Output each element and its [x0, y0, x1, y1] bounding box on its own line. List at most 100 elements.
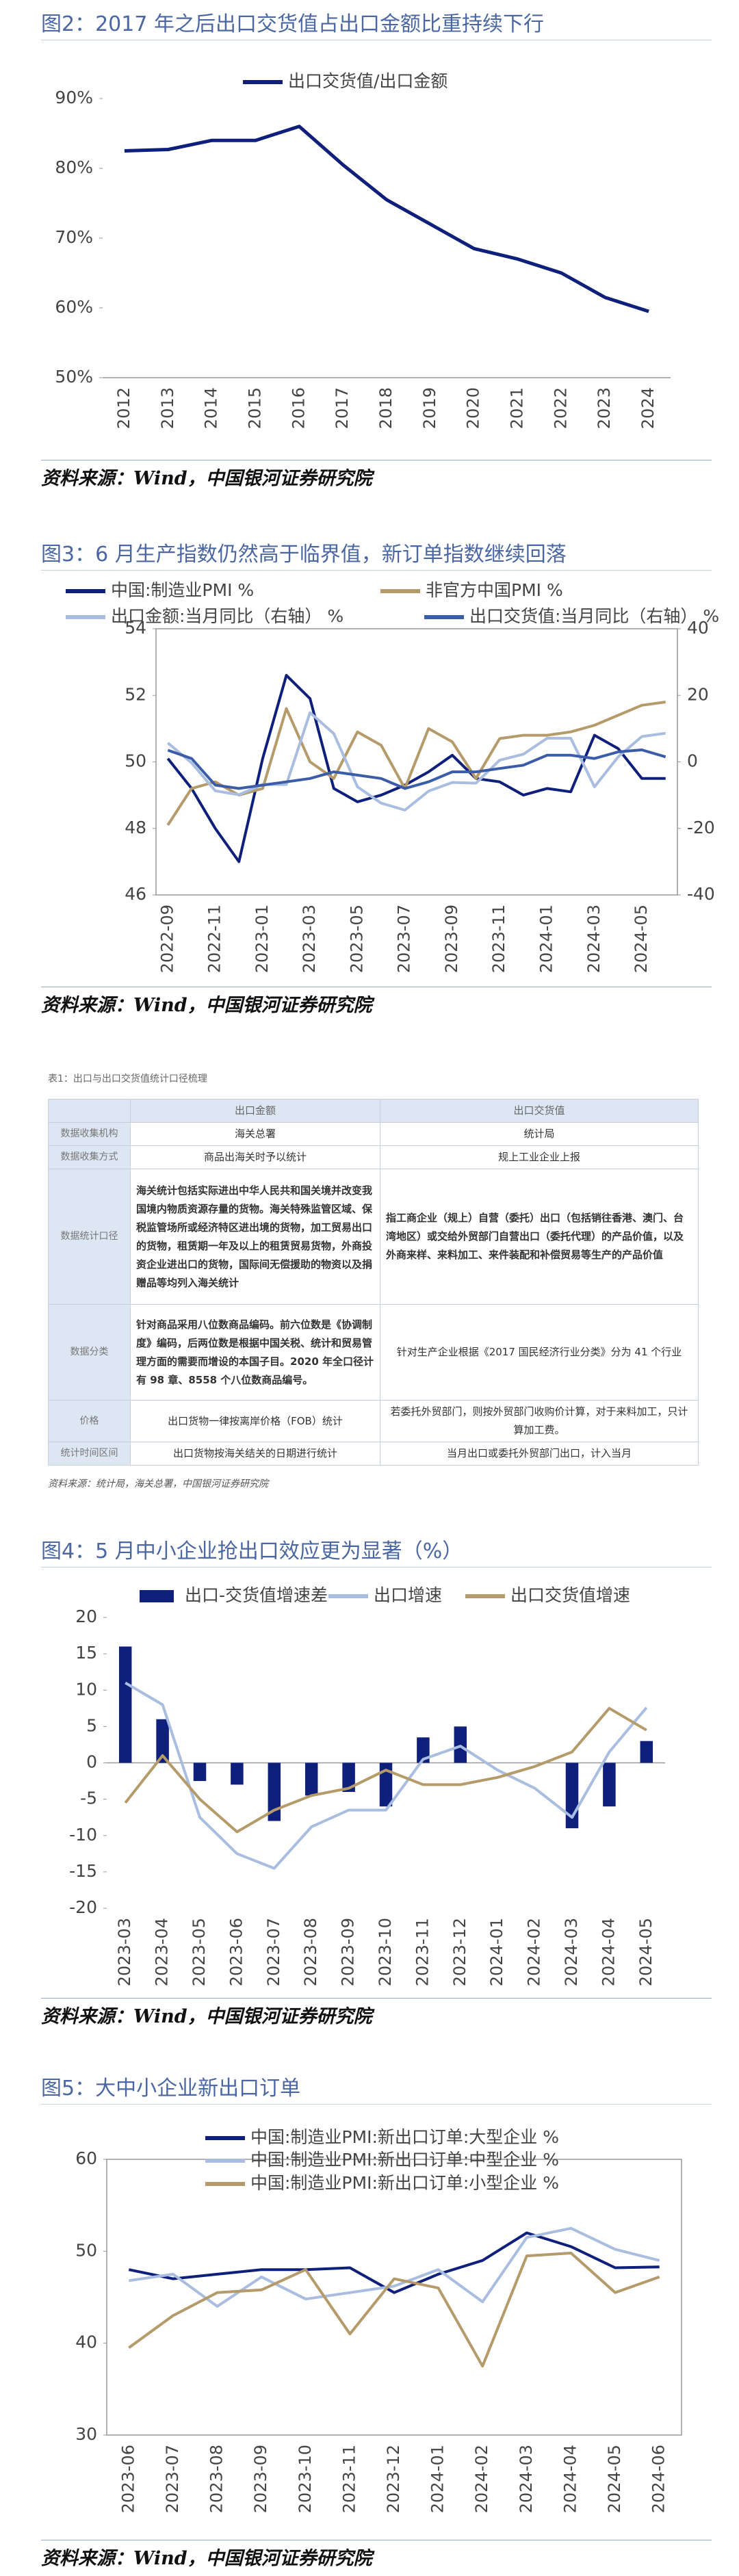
x-tick-label: 2024-03	[562, 1918, 581, 1986]
table-cell: 海关统计包括实际进出中华人民共和国关境并改变我国境内物质资源存量的货物。海关特殊…	[130, 1169, 380, 1305]
x-tick-label: 2024-01	[487, 1918, 506, 1986]
x-tick-label: 2014	[202, 387, 221, 429]
y2-tick-label: -40	[687, 884, 715, 904]
table: 出口金额 出口交货值 数据收集机构 海关总署 统计局 数据收集方式 商品出海关时予以统计规…	[48, 1099, 699, 1466]
table-row: 统计时间区间 出口货物按海关结关的日期进行统计 当月出口或委托外贸部门出口，计入当月	[48, 1442, 699, 1466]
x-tick-label: 2013	[158, 387, 177, 429]
x-tick-label: 2024-04	[560, 2445, 580, 2513]
x-tick-label: 2023	[595, 387, 614, 429]
y-tick-label: 40	[75, 2332, 97, 2352]
x-tick-label: 2023-05	[347, 905, 366, 973]
x-tick-label: 2018	[376, 387, 396, 429]
y-tick-label: 48	[125, 818, 146, 837]
y-tick-label: 46	[125, 884, 146, 904]
bar	[193, 1762, 207, 1782]
table-title: 表1：出口与出口交货值统计口径梳理	[48, 1074, 207, 1084]
chart-title: 图2：2017 年之后出口交货值占出口金额比重持续下行	[41, 10, 712, 40]
line-series	[166, 674, 666, 863]
legend-label: 中国:制造业PMI %	[111, 580, 254, 600]
y-tick-label: -15	[69, 1861, 97, 1881]
chart: 50% 60% 70% 80% 90% 2012 2013 2014 2015 2016 2017 2…	[55, 71, 671, 429]
x-tick-label: 2024-01	[537, 905, 556, 973]
bar	[118, 1646, 132, 1763]
x-tick-label: 2023-11	[339, 2445, 359, 2513]
x-tick-label: 2024-05	[636, 1918, 656, 1986]
legend-label: 中国:制造业PMI:新出口订单:大型企业 %	[250, 2127, 559, 2147]
header-cell	[48, 1099, 131, 1123]
y2-tick-label: 0	[687, 751, 698, 771]
x-tick-label: 2022	[551, 387, 570, 429]
x-tick-label: 2023-07	[395, 905, 414, 973]
legend-label: 出口交货值:当月同比（右轴） %	[469, 606, 719, 626]
line-series	[167, 711, 666, 811]
x-tick-label: 2024-06	[649, 2445, 669, 2513]
y-tick-label: 5	[86, 1715, 97, 1735]
table-cell: 规上工业企业上报	[380, 1145, 699, 1169]
y-tick-label: 70%	[55, 227, 93, 247]
line-series	[128, 2231, 660, 2294]
line-series	[124, 125, 649, 313]
x-tick-label: 2023-11	[489, 905, 508, 973]
table-cell: 针对生产企业根据《2017 国民经济行业分类》分为 41 个行业	[380, 1304, 699, 1401]
y-tick-label: 80%	[55, 157, 93, 177]
table-cell: 出口货物一律按离岸价格（FOB）统计	[130, 1400, 380, 1442]
table-cell: 数据统计口径	[48, 1169, 131, 1305]
x-tick-label: 2022-11	[205, 905, 224, 973]
x-tick-label: 2023-08	[301, 1918, 320, 1986]
x-tick-label: 2023-03	[300, 905, 319, 973]
chart: 46 48 50 52 54 -40 -20 0 20 40 2022-09 2022-11 2023-…	[66, 580, 719, 973]
y-tick-label: 50%	[55, 367, 93, 387]
y-tick-label: 0	[86, 1752, 97, 1772]
y-tick-label: 60%	[55, 297, 93, 317]
chart-title: 图3：6 月生产指数仍然高于临界值，新订单指数继续回落	[41, 540, 712, 571]
header-row: 出口金额 出口交货值	[48, 1099, 699, 1123]
table-cell: 出口货物按海关结关的日期进行统计	[130, 1442, 380, 1466]
x-tick-label: 2024-02	[472, 2445, 491, 2513]
x-tick-label: 2016	[289, 387, 308, 429]
x-tick-label: 2023-07	[264, 1918, 283, 1986]
table-source: 资料来源：统计局，海关总署，中国银河证券研究院	[48, 1479, 268, 1489]
table-cell: 统计时间区间	[48, 1442, 131, 1466]
chart-title: 图4：5 月中小企业抢出口效应更为显著（%）	[41, 1537, 712, 1567]
bar	[231, 1762, 244, 1785]
table-row: 数据收集方式 商品出海关时予以统计 规上工业企业上报	[48, 1145, 699, 1169]
y-tick-label: 50	[125, 751, 146, 771]
y-tick-label: -10	[69, 1825, 97, 1845]
x-tick-label: 2023-05	[190, 1918, 209, 1986]
y-tick-label: -20	[69, 1897, 97, 1917]
chart-title: 图5：大中小企业新出口订单	[41, 2074, 712, 2105]
legend-label: 出口-交货值增速差	[185, 1585, 328, 1605]
y2-tick-label: -20	[687, 818, 715, 837]
table-cell: 当月出口或委托外贸部门出口，计入当月	[380, 1442, 699, 1466]
y-tick-label: 20	[75, 1606, 97, 1626]
source: 资料来源：Wind，中国银河证券研究院	[41, 987, 712, 1017]
y2-tick-label: 20	[687, 684, 709, 704]
y2-tick-label: 40	[687, 618, 709, 638]
bar	[603, 1762, 616, 1807]
x-tick-label: 2024-01	[428, 2445, 448, 2513]
line-series	[124, 1706, 647, 1834]
x-tick-label: 2015	[245, 387, 264, 429]
header-cell: 出口金额	[130, 1099, 380, 1123]
table-cell: 指工商企业（规上）自营（委托）出口（包括销往香港、澳门、台湾地区）或交给外贸部门…	[380, 1169, 699, 1305]
x-tick-label: 2023-07	[163, 2445, 182, 2513]
x-tick-label: 2023-08	[207, 2445, 226, 2513]
table-cell: 数据收集方式	[48, 1145, 131, 1169]
x-tick-label: 2024	[638, 387, 658, 429]
line-series	[167, 749, 666, 790]
table-cell: 商品出海关时予以统计	[130, 1145, 380, 1169]
legend-label: 中国:制造业PMI:新出口订单:小型企业 %	[250, 2173, 559, 2193]
table-cell: 海关总署	[130, 1122, 380, 1146]
x-tick-label: 2023-09	[251, 2445, 270, 2513]
x-tick-label: 2023-12	[450, 1918, 469, 1986]
x-tick-label: 2022-09	[157, 905, 177, 973]
line-series	[125, 1681, 648, 1870]
legend-label: 出口交货值/出口金额	[288, 71, 448, 91]
table-cell: 数据分类	[48, 1304, 131, 1401]
y-tick-label: 10	[75, 1679, 97, 1699]
legend-label: 出口交货值增速	[510, 1585, 630, 1605]
x-tick-label: 2023-06	[226, 1918, 246, 1986]
x-tick-label: 2024-04	[599, 1918, 618, 1986]
y-tick-label: 54	[125, 618, 146, 638]
